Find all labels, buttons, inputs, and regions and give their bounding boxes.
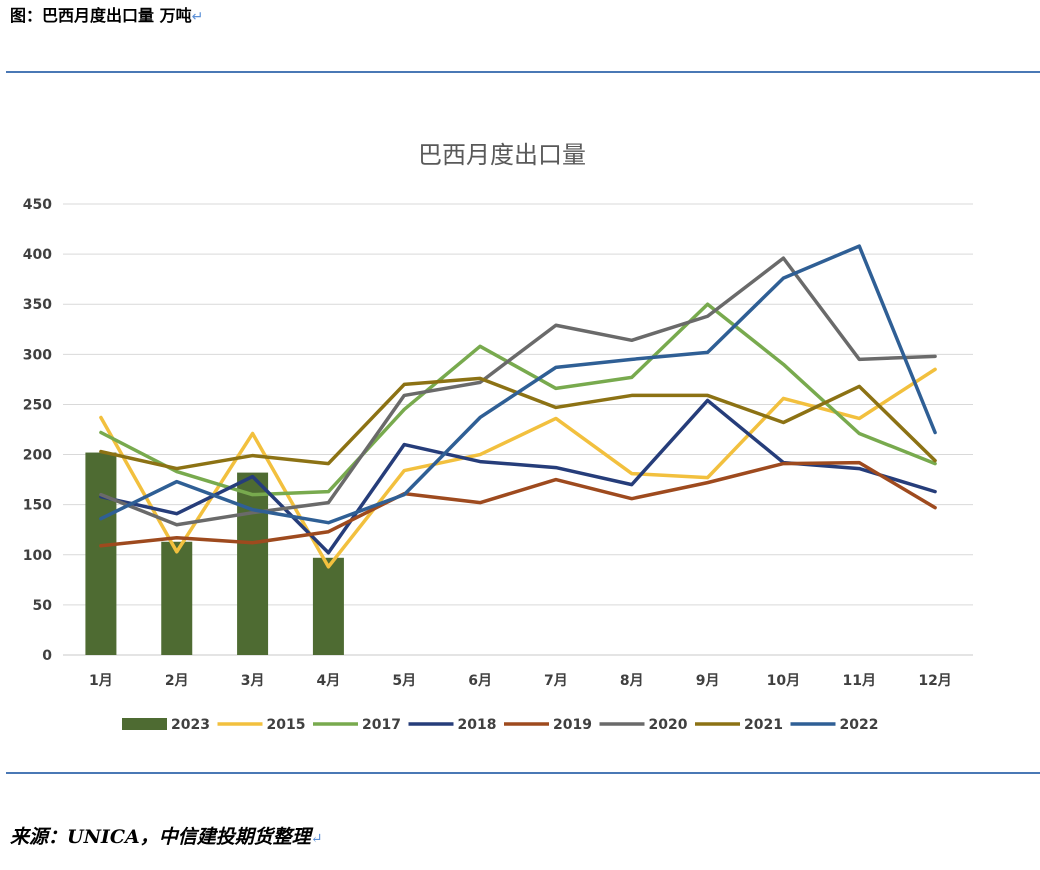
return-mark-icon: ↵ bbox=[191, 9, 204, 25]
x-tick-label: 8月 bbox=[620, 673, 644, 689]
bar-2023-1月 bbox=[85, 452, 117, 655]
bar-series-2023 bbox=[85, 452, 344, 655]
legend: 2023 2015 2017 2018 2019 2020 2021 2022 bbox=[122, 717, 878, 733]
legend-label-2019: 2019 bbox=[553, 717, 592, 733]
x-tick-label: 7月 bbox=[544, 673, 568, 689]
y-tick-label: 50 bbox=[33, 598, 53, 614]
x-tick-label: 10月 bbox=[767, 673, 800, 689]
bar-2023-4月 bbox=[312, 557, 344, 655]
chart-title: 巴西月度出口量 bbox=[418, 141, 586, 169]
legend-label-2017: 2017 bbox=[362, 717, 401, 733]
x-tick-label: 2月 bbox=[165, 673, 189, 689]
y-tick-label: 300 bbox=[23, 347, 52, 363]
y-tick-label: 100 bbox=[23, 548, 52, 564]
legend-label-2021: 2021 bbox=[744, 717, 783, 733]
bar-2023-2月 bbox=[161, 541, 193, 655]
line-series-2022 bbox=[99, 244, 937, 525]
line-series-2017 bbox=[99, 302, 937, 497]
x-tick-label: 9月 bbox=[696, 673, 720, 689]
y-tick-label: 400 bbox=[23, 247, 52, 263]
y-tick-label: 450 bbox=[23, 197, 52, 213]
bar-2023-3月 bbox=[237, 472, 269, 655]
y-tick-label: 0 bbox=[42, 648, 52, 664]
figure-title: 图：巴西月度出口量 万吨↵ bbox=[10, 6, 204, 25]
x-tick-label: 5月 bbox=[392, 673, 416, 689]
line-series-2019 bbox=[99, 460, 937, 548]
export-chart: 巴西月度出口量 0 50 100 150 200 250 300 350 400 450 1月 2月… bbox=[23, 141, 973, 733]
x-axis-ticks: 1月 2月 3月 4月 5月 6月 7月 8月 9月 10月 11月 12月 bbox=[89, 673, 952, 689]
y-tick-label: 250 bbox=[23, 397, 52, 413]
source-note: 来源：UNICA，中信建投期货整理↵ bbox=[10, 826, 323, 848]
gridlines bbox=[63, 203, 973, 656]
legend-label-2020: 2020 bbox=[649, 717, 688, 733]
y-axis-ticks: 0 50 100 150 200 250 300 350 400 450 bbox=[23, 197, 52, 664]
legend-swatch-2023 bbox=[122, 718, 167, 730]
x-tick-label: 11月 bbox=[843, 673, 876, 689]
x-tick-label: 3月 bbox=[241, 673, 265, 689]
y-tick-label: 150 bbox=[23, 498, 52, 514]
line-series-2020 bbox=[99, 256, 937, 527]
x-tick-label: 1月 bbox=[89, 673, 113, 689]
top-divider bbox=[6, 71, 1040, 73]
legend-label-2015: 2015 bbox=[267, 717, 306, 733]
line-series-2015 bbox=[99, 367, 937, 569]
line-series-group bbox=[99, 244, 937, 569]
legend-label-2018: 2018 bbox=[458, 717, 497, 733]
y-tick-label: 350 bbox=[23, 297, 52, 313]
x-tick-label: 4月 bbox=[317, 673, 341, 689]
legend-label-2022: 2022 bbox=[840, 717, 879, 733]
x-tick-label: 6月 bbox=[468, 673, 492, 689]
legend-label-2023: 2023 bbox=[171, 717, 210, 733]
bottom-divider bbox=[6, 772, 1040, 774]
return-mark-icon: ↵ bbox=[310, 831, 323, 847]
x-tick-label: 12月 bbox=[918, 673, 951, 689]
y-tick-label: 200 bbox=[23, 448, 52, 464]
